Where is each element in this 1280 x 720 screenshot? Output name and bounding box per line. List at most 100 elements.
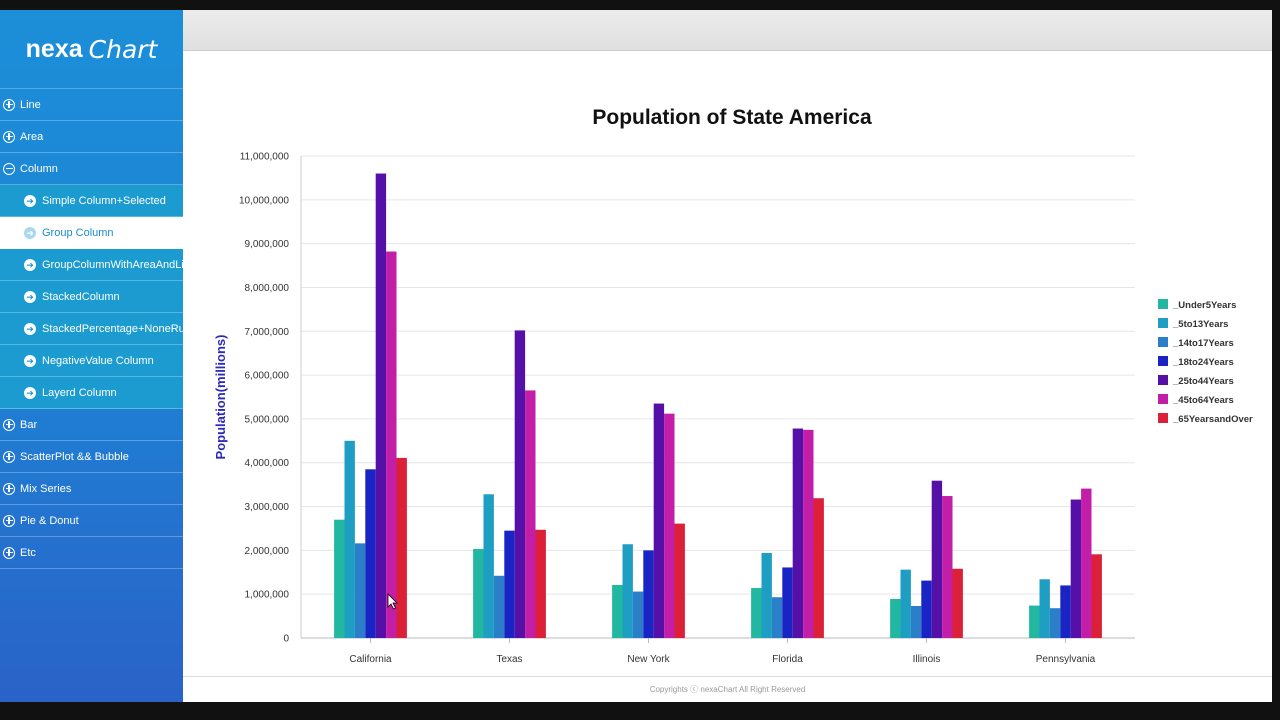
sidebar-item-pie-donut[interactable]: Pie & Donut bbox=[0, 505, 183, 537]
sidebar-item-label: Mix Series bbox=[20, 482, 72, 495]
sidebar-item-label: Layerd Column bbox=[42, 386, 117, 399]
legend-label: _65YearsandOver bbox=[1172, 414, 1253, 425]
y-tick-label: 5,000,000 bbox=[245, 414, 290, 425]
plus-circle-icon bbox=[3, 450, 15, 463]
bar bbox=[396, 457, 407, 638]
sidebar-item-label: Bar bbox=[20, 418, 38, 431]
sidebar-item-line[interactable]: Line bbox=[0, 89, 183, 121]
legend-swatch bbox=[1158, 299, 1168, 309]
bar bbox=[813, 498, 824, 638]
bar bbox=[643, 550, 654, 638]
sidebar-item-label: StackedPercentage+NoneRuler bbox=[42, 322, 183, 335]
logo-text-left: nexa bbox=[25, 34, 83, 63]
x-tick-label: California bbox=[349, 654, 392, 665]
arrow-right-circle-icon: ➜ bbox=[24, 354, 36, 367]
bar bbox=[375, 173, 387, 638]
bar bbox=[910, 606, 922, 638]
sidebar-item-column[interactable]: Column bbox=[0, 153, 183, 185]
bar bbox=[334, 519, 345, 638]
legend-label: _18to24Years bbox=[1172, 357, 1234, 368]
arrow-right-circle-icon: ➜ bbox=[24, 258, 36, 271]
sidebar-item-groupcolumnwithareaandline[interactable]: ➜ GroupColumnWithAreaAndLine bbox=[0, 249, 183, 281]
bar bbox=[931, 480, 943, 638]
bar bbox=[612, 584, 623, 638]
group-column-chart: Population of State America 0 1,000,000 2,0… bbox=[213, 106, 1253, 665]
legend-label: _Under5Years bbox=[1172, 300, 1236, 311]
logo: nexa Chart bbox=[0, 10, 183, 89]
arrow-right-circle-icon: ➜ bbox=[24, 386, 36, 399]
arrow-right-circle-icon: ➜ bbox=[24, 290, 36, 303]
arrow-right-circle-icon: ➜ bbox=[24, 322, 36, 335]
bar bbox=[535, 529, 546, 638]
sidebar-menu: Line Area Column ➜ Simple Column+Selected ➜ Gr… bbox=[0, 89, 183, 569]
y-tick-label: 4,000,000 bbox=[245, 458, 290, 469]
sidebar-item-label: ScatterPlot && Bubble bbox=[20, 450, 129, 463]
sidebar-item-layerd-column[interactable]: ➜ Layerd Column bbox=[0, 377, 183, 409]
bar bbox=[483, 494, 494, 638]
x-tick-label: Illinois bbox=[913, 654, 941, 665]
legend-label: _25to44Years bbox=[1172, 376, 1234, 387]
bar bbox=[1049, 608, 1061, 638]
sidebar-item-negativevalue-column[interactable]: ➜ NegativeValue Column bbox=[0, 345, 183, 377]
chart-title: Population of State America bbox=[592, 106, 872, 129]
bar bbox=[504, 530, 515, 638]
y-tick-label: 9,000,000 bbox=[245, 239, 290, 250]
plus-circle-icon bbox=[3, 514, 15, 527]
footer: Copyrights ⓒ nexaChart All Right Reserve… bbox=[183, 676, 1272, 702]
sidebar-item-label: Line bbox=[20, 98, 41, 111]
bar bbox=[1091, 554, 1102, 638]
x-tick-label: New York bbox=[627, 654, 670, 665]
sidebar-item-label: StackedColumn bbox=[42, 290, 120, 303]
sidebar-item-label: Pie & Donut bbox=[20, 514, 79, 527]
sidebar-item-mix-series[interactable]: Mix Series bbox=[0, 473, 183, 505]
legend-swatch bbox=[1158, 413, 1168, 423]
bar bbox=[354, 543, 366, 638]
sidebar-item-etc[interactable]: Etc bbox=[0, 537, 183, 569]
bar bbox=[622, 544, 633, 638]
sidebar-item-area[interactable]: Area bbox=[0, 121, 183, 153]
sidebar-item-stackedcolumn[interactable]: ➜ StackedColumn bbox=[0, 281, 183, 313]
sidebar-item-stackedpercentage-noneruler[interactable]: ➜ StackedPercentage+NoneRuler bbox=[0, 313, 183, 345]
legend-label: _14to17Years bbox=[1172, 338, 1234, 349]
arrow-right-circle-icon: ➜ bbox=[24, 226, 36, 239]
sidebar-item-label: Group Column bbox=[42, 226, 114, 239]
legend-label: _45to64Years bbox=[1172, 395, 1234, 406]
chart-area: Population of State America 0 1,000,000 2,0… bbox=[183, 52, 1272, 672]
legend-swatch bbox=[1158, 375, 1168, 385]
bar bbox=[900, 569, 911, 638]
bar bbox=[525, 390, 536, 638]
sidebar-item-bar[interactable]: Bar bbox=[0, 409, 183, 441]
bar bbox=[473, 549, 484, 638]
bar bbox=[942, 496, 953, 638]
bar bbox=[952, 568, 963, 638]
mouse-cursor-icon bbox=[387, 593, 398, 610]
y-tick-label: 11,000,000 bbox=[240, 152, 290, 163]
plus-circle-icon bbox=[3, 546, 15, 559]
bar bbox=[1039, 579, 1050, 638]
y-axis-label: Population(millions) bbox=[213, 335, 228, 460]
sidebar-item-label: Column bbox=[20, 162, 58, 175]
bar bbox=[1029, 605, 1040, 638]
sidebar-item-label: Area bbox=[20, 130, 44, 143]
plus-circle-icon bbox=[3, 130, 15, 143]
logo-text-right: Chart bbox=[88, 34, 158, 64]
legend-swatch bbox=[1158, 394, 1168, 404]
sidebar-item-label: NegativeValue Column bbox=[42, 354, 154, 367]
x-tick-label: Pennsylvania bbox=[1036, 654, 1096, 665]
y-tick-label: 10,000,000 bbox=[239, 195, 289, 206]
bar bbox=[890, 599, 901, 638]
plus-circle-icon bbox=[3, 98, 15, 111]
bar bbox=[1070, 499, 1082, 638]
sidebar-item-group-column[interactable]: ➜ Group Column bbox=[0, 217, 183, 249]
legend-swatch bbox=[1158, 337, 1168, 347]
y-tick-label: 7,000,000 bbox=[245, 327, 290, 338]
sidebar-item-simple-column-selected[interactable]: ➜ Simple Column+Selected bbox=[0, 185, 183, 217]
x-tick-label: Texas bbox=[496, 654, 522, 665]
sidebar: nexa Chart Line Area Column ➜ Simple Column+… bbox=[0, 10, 183, 702]
sidebar-item-scatterplot-bubble[interactable]: ScatterPlot && Bubble bbox=[0, 441, 183, 473]
sidebar-item-label: Simple Column+Selected bbox=[42, 194, 166, 207]
y-tick-label: 1,000,000 bbox=[245, 590, 290, 601]
bar bbox=[771, 597, 783, 638]
sidebar-item-label: GroupColumnWithAreaAndLine bbox=[42, 258, 183, 271]
bar bbox=[1060, 585, 1071, 638]
